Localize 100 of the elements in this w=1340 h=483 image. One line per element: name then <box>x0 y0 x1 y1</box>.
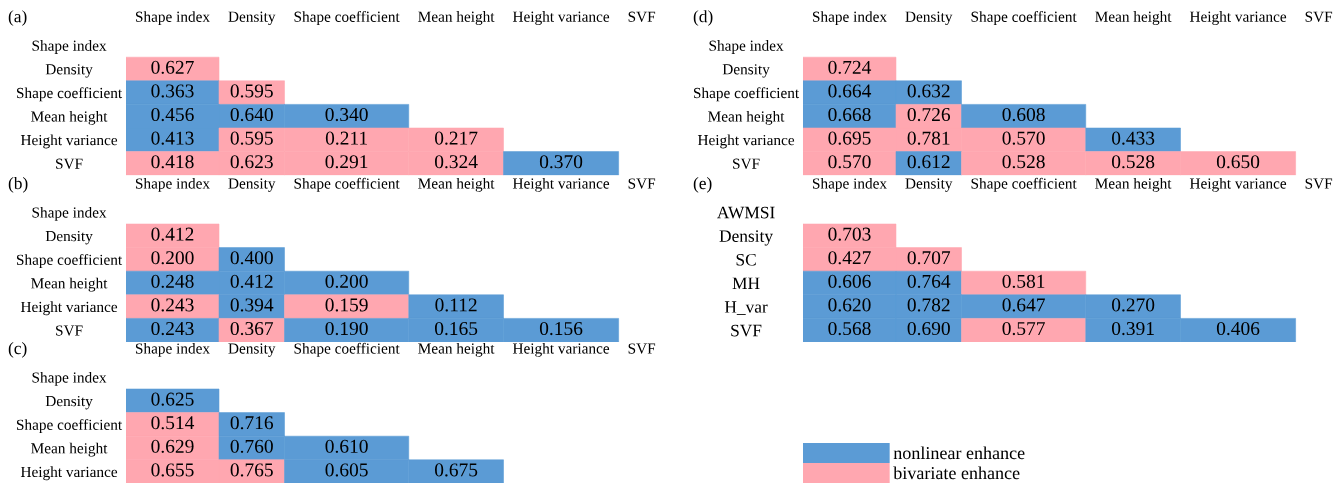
x-tick-label: Density <box>905 178 953 192</box>
data-label: 0.664 <box>828 84 872 98</box>
data-label: 0.690 <box>907 321 950 336</box>
y-tick-label: Shape index <box>32 206 107 221</box>
data-label: 0.595 <box>230 131 273 145</box>
y-tick-label: H_var <box>724 301 768 315</box>
data-label: 0.577 <box>1002 321 1045 336</box>
data-label: 0.165 <box>434 321 478 336</box>
data-label: 0.782 <box>907 298 950 312</box>
x-tick-label: Density <box>228 343 276 357</box>
data-label: 0.781 <box>907 131 950 145</box>
data-label: 0.156 <box>539 321 583 336</box>
y-tick-label: Shape coefficient <box>16 419 123 434</box>
y-tick-label: Mean height <box>31 277 108 292</box>
data-label: 0.340 <box>325 107 368 122</box>
x-tick-label: Shape index <box>135 177 210 192</box>
data-label: 0.324 <box>434 155 478 169</box>
chart-title: (a) <box>8 10 27 26</box>
data-label: 0.610 <box>325 439 368 453</box>
data-label: 0.625 <box>151 392 194 406</box>
data-label: 0.595 <box>230 84 273 98</box>
data-label: 0.640 <box>230 107 273 122</box>
data-label: 0.190 <box>325 321 368 336</box>
data-label: 0.159 <box>325 298 368 312</box>
data-label: 0.764 <box>907 274 951 288</box>
data-label: 0.248 <box>151 274 194 288</box>
x-tick-label: Height variance <box>512 177 610 192</box>
chart-title: (d) <box>693 10 713 26</box>
data-label: 0.217 <box>434 131 478 145</box>
data-label: 0.605 <box>325 463 368 477</box>
data-label: 0.703 <box>828 227 871 241</box>
data-label: 0.655 <box>151 463 194 477</box>
data-label: 0.363 <box>151 84 194 98</box>
x-tick-label: Shape coefficient <box>294 177 400 192</box>
y-tick-label: SVF <box>731 324 762 337</box>
y-tick-label: Height variance <box>697 134 795 149</box>
x-tick-label: Shape index <box>812 177 887 192</box>
data-label: 0.211 <box>325 131 367 145</box>
y-tick-label: Mean height <box>31 442 108 457</box>
data-label: 0.394 <box>230 298 274 312</box>
x-tick-label: Density <box>228 178 276 192</box>
y-tick-label: Density <box>722 64 770 78</box>
data-label: 0.243 <box>151 321 194 336</box>
data-label: 0.716 <box>230 416 274 430</box>
x-tick-label: Shape coefficient <box>971 177 1077 192</box>
data-label: 0.427 <box>828 251 871 265</box>
y-tick-label: Shape coefficient <box>16 254 123 269</box>
x-tick-label: Shape index <box>135 342 210 357</box>
y-tick-label: Height variance <box>20 301 118 316</box>
y-tick-label: MH <box>732 277 760 290</box>
data-label: 0.570 <box>828 155 871 169</box>
x-tick-label: Shape index <box>812 11 887 25</box>
x-tick-label: Shape coefficient <box>971 10 1077 25</box>
legend-label: nonlinear enhance <box>893 446 1025 460</box>
y-tick-label: SVF <box>56 325 83 336</box>
y-tick-label: Shape index <box>32 40 107 54</box>
data-label: 0.412 <box>230 274 273 288</box>
data-label: 0.608 <box>1002 107 1045 122</box>
x-tick-label: Density <box>905 11 953 25</box>
data-label: 0.291 <box>325 155 368 169</box>
data-label: 0.243 <box>151 298 194 312</box>
data-label: 0.412 <box>151 227 194 241</box>
data-label: 0.200 <box>325 274 368 288</box>
data-label: 0.581 <box>1002 274 1045 288</box>
y-tick-label: Mean height <box>708 110 785 125</box>
data-label: 0.647 <box>1002 298 1045 312</box>
x-tick-label: Mean height <box>1095 11 1172 25</box>
x-tick-label: Mean height <box>1095 177 1172 192</box>
data-label: 0.765 <box>230 463 273 477</box>
x-tick-label: Mean height <box>418 11 495 25</box>
data-label: 0.456 <box>151 107 194 122</box>
x-tick-label: SVF <box>628 11 656 22</box>
x-tick-label: SVF <box>628 178 656 189</box>
data-label: 0.760 <box>230 439 273 453</box>
data-label: 0.629 <box>151 439 194 453</box>
data-label: 0.612 <box>907 155 950 169</box>
x-tick-label: SVF <box>628 343 656 354</box>
x-tick-label: SVF <box>1305 11 1333 22</box>
legend-label: bivariate enhance <box>893 466 1020 480</box>
y-tick-label: SC <box>736 253 756 266</box>
data-label: 0.400 <box>230 251 273 265</box>
chart-title: (e) <box>693 176 712 193</box>
data-label: 0.570 <box>1002 131 1045 145</box>
x-tick-label: Height variance <box>512 342 610 357</box>
data-label: 0.726 <box>907 107 951 122</box>
data-label: 0.620 <box>828 298 871 312</box>
data-label: 0.632 <box>907 84 950 98</box>
y-tick-label: Height variance <box>20 466 118 481</box>
y-tick-label: Shape index <box>32 371 107 386</box>
x-tick-label: Shape coefficient <box>294 10 400 25</box>
x-tick-label: SVF <box>1305 178 1333 189</box>
data-label: 0.433 <box>1111 131 1155 145</box>
y-tick-label: Shape coefficient <box>16 87 123 102</box>
y-tick-label: SVF <box>56 158 83 169</box>
data-label: 0.675 <box>434 463 478 477</box>
data-label: 0.707 <box>907 251 951 265</box>
data-label: 0.391 <box>1111 321 1154 336</box>
y-tick-label: SVF <box>733 158 760 169</box>
x-tick-label: Height variance <box>512 11 610 25</box>
y-tick-label: AWMSI <box>717 206 775 219</box>
